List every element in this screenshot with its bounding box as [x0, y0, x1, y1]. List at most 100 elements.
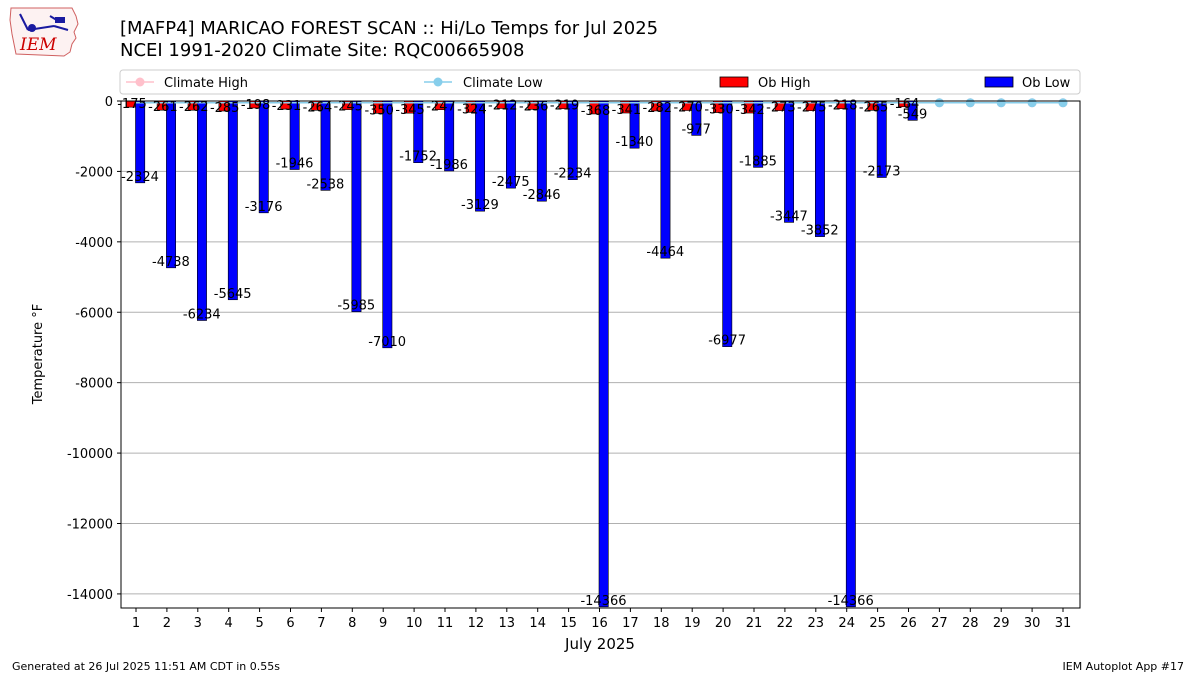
ob-low-label: -2324: [121, 170, 159, 185]
legend-ob-low: Ob Low: [984, 76, 1071, 91]
ob-low-label: -3176: [245, 200, 283, 215]
ob-high-label: -198: [241, 98, 271, 113]
x-tick-label: 4: [225, 616, 233, 631]
ob-low-label: -6234: [183, 307, 221, 322]
x-tick-label: 23: [808, 616, 825, 631]
ob-low-label: -2846: [523, 188, 561, 203]
footer-generated: Generated at 26 Jul 2025 11:51 AM CDT in…: [12, 660, 280, 673]
x-tick-label: 12: [468, 616, 485, 631]
x-tick-label: 25: [869, 616, 886, 631]
legend-ob-low-label: Ob Low: [1022, 76, 1071, 91]
ob-high-label: -342: [735, 103, 765, 118]
ob-high-label: -345: [395, 103, 425, 118]
ob-low-label: -1946: [276, 157, 314, 172]
ob-low-label: -1752: [399, 150, 437, 165]
ob-low-bar: [227, 100, 238, 301]
ob-high-label: -368: [581, 104, 611, 119]
x-tick-label: 24: [838, 616, 855, 631]
ob-low-label: -1885: [739, 154, 777, 169]
ob-low-bar: [784, 100, 795, 223]
plot-frame: [120, 100, 1081, 609]
climate-low-point: [996, 98, 1006, 108]
climate-low-point: [934, 98, 944, 108]
x-tick-label: 19: [684, 616, 701, 631]
y-tick-label: -4000: [75, 236, 113, 251]
ob-high-label: -350: [364, 103, 394, 118]
x-tick-label: 3: [194, 616, 202, 631]
ob-low-label: -14366: [828, 594, 874, 609]
footer-app: IEM Autoplot App #17: [1062, 660, 1185, 673]
x-tick-label: 31: [1055, 616, 1072, 631]
ob-high-label: -282: [643, 101, 673, 116]
climate-low-point: [1027, 98, 1037, 108]
ob-high-label: -175: [117, 97, 147, 112]
ob-low-label: -2234: [554, 167, 592, 182]
x-tick-label: 5: [255, 616, 263, 631]
x-tick-label: 2: [163, 616, 171, 631]
ob-high-label: -273: [766, 101, 796, 116]
x-tick-label: 28: [962, 616, 979, 631]
ob-low-label: -1340: [616, 135, 654, 150]
legend: Climate High Climate Low Ob High Ob Low: [119, 69, 1081, 95]
ob-low-label: -2475: [492, 175, 530, 190]
ob-high-label: -330: [704, 103, 734, 118]
ob-high-label: -341: [612, 103, 642, 118]
ob-low-label: -2173: [863, 165, 901, 180]
x-tick-label: 30: [1024, 616, 1041, 631]
ob-high-label: -245: [334, 100, 364, 115]
ob-high-label: -261: [148, 100, 178, 115]
x-tick-label: 14: [529, 616, 546, 631]
ob-low-label: -3447: [770, 209, 808, 224]
ob-low-bar: [382, 100, 393, 349]
iem-logo: IEM: [9, 7, 79, 57]
y-tick-label: -6000: [75, 306, 113, 321]
ob-high-label: -236: [519, 99, 549, 114]
ob-low-label: -1986: [430, 158, 468, 173]
ob-high-label: -212: [488, 98, 518, 113]
x-tick-label: 21: [746, 616, 763, 631]
ob-low-bar: [598, 100, 609, 608]
legend-climate-low: Climate Low: [424, 76, 543, 91]
ob-low-label: -6977: [708, 334, 746, 349]
ob-low-bar: [845, 100, 856, 608]
bars: [125, 100, 918, 608]
logo-text: IEM: [19, 35, 57, 55]
x-tick-label: 8: [348, 616, 356, 631]
ob-high-label: -219: [550, 99, 580, 114]
ob-low-label: -3129: [461, 198, 499, 213]
legend-climate-high-label: Climate High: [164, 76, 248, 91]
x-tick-label: 1: [132, 616, 140, 631]
ob-low-bar: [475, 100, 485, 212]
legend-frame: [119, 69, 1081, 95]
y-tick-label: 0: [105, 95, 113, 110]
ob-low-bar: [197, 100, 207, 321]
x-tick-label: 22: [777, 616, 794, 631]
data-labels: -175 -2324 -261 -4738 -262 -6234 -285 -5645 -198…: [117, 97, 927, 609]
x-tick-label: 16: [591, 616, 608, 631]
ob-high-label: -264: [303, 100, 333, 115]
chart-title: [MAFP4] MARICAO FOREST SCAN :: Hi/Lo Tem…: [120, 18, 658, 62]
ob-high-label: -265: [859, 100, 889, 115]
ob-high-label: -247: [426, 100, 456, 115]
axes: 0 -2000 -4000 -6000 -8000 -10000 -12000 -14000 1…: [67, 95, 1071, 631]
ob-low-label: -5985: [337, 299, 375, 314]
ob-low-bar: [258, 100, 269, 214]
x-tick-label: 26: [900, 616, 917, 631]
x-tick-label: 6: [286, 616, 294, 631]
x-tick-label: 11: [437, 616, 454, 631]
x-tick-label: 13: [499, 616, 516, 631]
ob-low-bar: [722, 100, 733, 347]
ob-low-label: -3852: [801, 224, 839, 239]
x-tick-label: 9: [379, 616, 387, 631]
y-tick-label: -12000: [67, 518, 113, 533]
climate-low-point: [1058, 98, 1068, 108]
ob-low-label: -4738: [152, 255, 190, 270]
y-tick-label: -10000: [67, 447, 113, 462]
ob-low-label: -4464: [646, 245, 684, 260]
ob-high-label: -285: [210, 101, 240, 116]
x-tick-label: 29: [993, 616, 1010, 631]
ob-low-label: -14366: [580, 594, 626, 609]
x-tick-label: 10: [406, 616, 423, 631]
legend-ob-high-label: Ob High: [758, 76, 811, 91]
